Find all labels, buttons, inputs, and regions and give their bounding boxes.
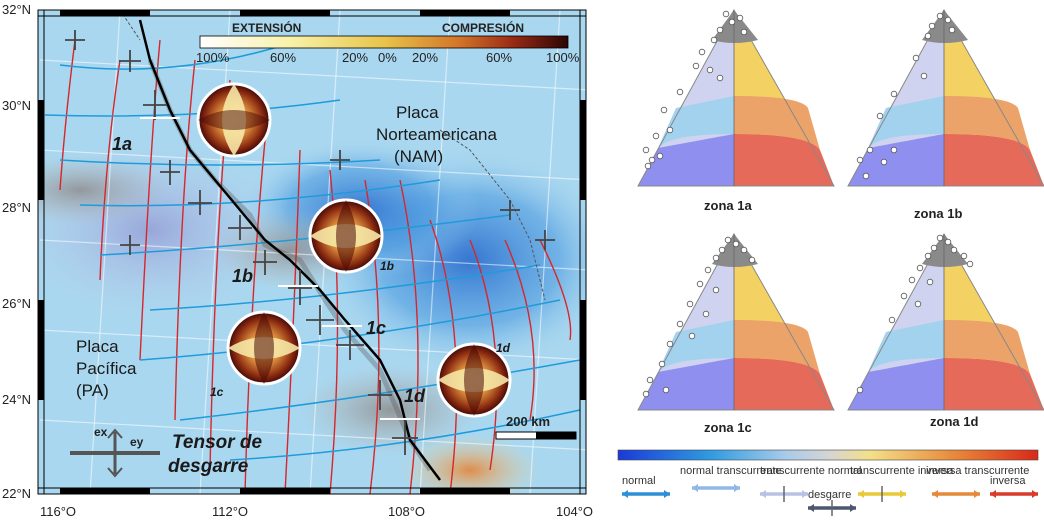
colorbar-tick-5: 20% [412, 50, 438, 65]
tensor-ex-label: ex [94, 425, 108, 439]
colorbar-tick-3: 20% [342, 50, 368, 65]
triangle-diagrams: zona 1a zona 1b [617, 8, 1044, 516]
map-body [38, 10, 586, 494]
strain-crosses [65, 30, 555, 455]
legend-symbol-0 [622, 490, 670, 498]
legend-symbol-5 [932, 490, 980, 498]
strike-slip-zone-3 [300, 365, 480, 455]
legend-symbol-6 [990, 490, 1038, 498]
zone-label-1a: 1a [112, 134, 132, 154]
lat-label-32: 32°N [2, 2, 31, 17]
label-pa-1: Placa [76, 337, 119, 356]
lat-label-28: 28°N [2, 200, 31, 215]
caption-zona-1d: zona 1d [930, 414, 978, 429]
tectonic-map: EXTENSIÓN COMPRESIÓN 100% 60% 20% 0% 20%… [2, 2, 593, 519]
colorbar-tick-4: 0% [378, 50, 397, 65]
legend-label-desgarre: desgarre [808, 489, 851, 501]
colorbar-left-title: EXTENSIÓN [232, 20, 301, 35]
lat-label-24: 24°N [2, 392, 31, 407]
triangle-zona-1b [847, 8, 1044, 187]
zone-label-1d: 1d [404, 386, 426, 406]
legend-label-transcurrente-inversa: transcurrente inversa [850, 465, 954, 477]
triangle-zona-1a [637, 8, 835, 187]
caption-zona-1b: zona 1b [914, 206, 962, 221]
lon-label-116: 116°O [40, 504, 76, 519]
colorbar-right-title: COMPRESIÓN [442, 20, 524, 35]
frame-ticks [37, 9, 587, 495]
tensor-ey-label: ey [130, 435, 144, 449]
colorbar-tick-2: 60% [270, 50, 296, 65]
triangle-zona-1d [847, 232, 1044, 411]
legend-gradient-bar [617, 449, 1039, 461]
legend-symbol-1 [692, 484, 740, 492]
caption-zona-1c: zona 1c [704, 420, 752, 435]
zone-sublabel-1d: 1d [496, 341, 511, 355]
legend-symbol-4 [858, 486, 906, 502]
legend-label-transcurrente-normal: transcurrente normal [760, 465, 862, 477]
zone-sublabel-1c: 1c [210, 385, 224, 399]
lon-label-108: 108°O [388, 504, 425, 519]
zone-sublabel-1b: 1b [380, 259, 394, 273]
legend-label-inversa: inversa [990, 475, 1026, 487]
lat-label-26: 26°N [2, 296, 31, 311]
legend-label-normal: normal [622, 475, 656, 487]
lat-label-30: 30°N [2, 98, 31, 113]
legend-label-normal-transcurrente: normal transcurrente [680, 465, 782, 477]
strike-slip-zone-1 [38, 155, 170, 225]
triangle-zona-1c [637, 232, 835, 411]
caption-zona-1a: zona 1a [704, 198, 752, 213]
strain-tensor-1c [226, 310, 302, 386]
label-nam-3: (NAM) [394, 147, 443, 166]
colorbar-tick-7: 100% [546, 50, 580, 65]
strain-tensor-1a [196, 82, 272, 158]
label-pa-2: Pacífica [76, 359, 137, 378]
colorbar: EXTENSIÓN COMPRESIÓN 100% 60% 20% 0% 20%… [196, 20, 580, 65]
tensor-title-2: desgarre [168, 456, 249, 477]
extension-arrows [140, 117, 420, 420]
tensor-title-1: Tensor de [172, 432, 263, 453]
label-nam-2: Norteamericana [376, 125, 497, 144]
strain-tensor-1d [436, 342, 512, 418]
plate-boundary [138, 19, 441, 481]
scale-bar: 200 km [495, 414, 577, 440]
label-nam-1: Placa [396, 103, 439, 122]
legend-symbol-3 [808, 500, 856, 516]
tensor-legend: ex ey Tensor de desgarre [70, 425, 263, 478]
legend-label-inversa-transcurrente: inversa transcurrente [926, 465, 1029, 477]
colorbar-tick-1: 100% [196, 50, 230, 65]
label-pa-3: (PA) [76, 381, 109, 400]
scale-label: 200 km [506, 414, 550, 429]
zone-label-1c: 1c [366, 318, 386, 338]
compression-zone-south [400, 435, 540, 494]
colorbar-gradient [199, 35, 569, 49]
zone-label-1b: 1b [232, 266, 253, 286]
map-panel: EXTENSIÓN COMPRESIÓN 100% 60% 20% 0% 20%… [2, 2, 593, 519]
lat-label-22: 22°N [2, 486, 31, 501]
lon-label-112: 112°O [212, 504, 248, 519]
legend-symbol-2 [760, 486, 808, 502]
lon-label-104: 104°O [556, 504, 593, 519]
colorbar-tick-6: 60% [486, 50, 512, 65]
classification-panel: zona 1a zona 1b [610, 0, 1044, 523]
legend-symbols [622, 484, 1038, 516]
strain-tensor-1b [308, 198, 384, 274]
